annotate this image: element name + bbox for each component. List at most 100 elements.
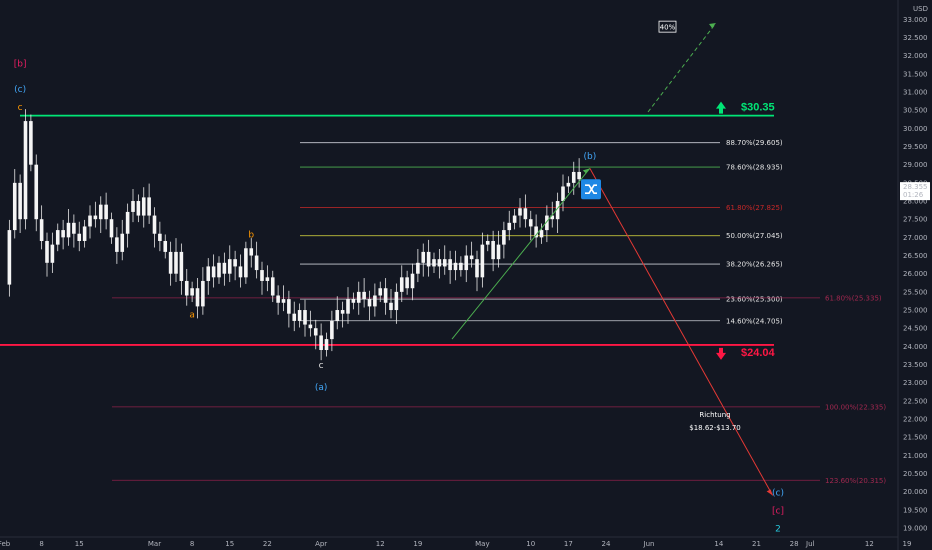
y-tick-label: 24.500 [903,325,928,333]
projection-down-line [589,168,774,496]
candle-body [281,299,286,303]
candle-body [201,280,205,307]
candle-body [131,201,135,212]
current-price-tag [900,182,930,201]
channel-line [451,168,591,340]
y-tick-label: 21.000 [903,452,928,460]
candle-body [45,240,49,263]
candle-body [34,164,39,220]
x-tick-label: 22 [263,540,272,548]
candle-body [432,259,436,267]
candle-body [464,255,469,271]
candle-body [491,240,495,260]
candle-body [227,259,232,274]
y-tick-label: 28.000 [903,198,928,206]
x-tick-label: Mar [148,540,161,548]
candle-body [389,302,393,311]
candle-body [518,208,522,216]
candle-body [77,233,82,241]
candle-body [399,277,404,292]
candle-body [459,262,463,271]
shuffle-icon-glyph [585,184,597,195]
candle-body [502,230,506,245]
candle-body [313,328,318,336]
y-tick-label: 25.000 [903,307,928,315]
y-tick-label: 30.500 [903,107,928,115]
candle-body [437,259,442,267]
candle-body [174,251,178,274]
wave-label: (b) [584,152,597,162]
wave-label: c [319,361,324,371]
candle-body [184,280,189,296]
candle-body [276,295,280,303]
support-label: $24.04 [741,347,776,359]
y-tick-label: 27.000 [903,234,928,242]
wave-label: b [248,230,254,240]
y-tick-label: 32.500 [903,34,928,42]
x-tick-label: 8 [190,540,194,548]
candle-body [152,215,157,234]
extension-level-label: 123.60%(20.315) [825,477,886,485]
y-tick-label: 31.500 [903,70,928,78]
y-tick-label: 32.000 [903,52,928,60]
candle-body [120,233,125,252]
candle-body [292,313,297,321]
fib-level-label: 23.60%(25.300) [726,296,783,304]
fib-level-label: 88.70%(29.605) [726,139,783,147]
candle-body [421,251,426,263]
candle-body [297,310,302,321]
candle-body [168,251,173,274]
extension-level-label: 61.80%(25.335) [825,294,882,302]
probability-box [658,20,677,33]
candle-body [383,288,388,303]
wave-label: (c) [14,85,26,95]
wave-label: [c] [772,507,784,517]
candle-body [82,226,87,241]
fib-level-label: 14.60%(24.705) [726,317,783,325]
candle-body [93,215,98,220]
candle-body [528,219,533,227]
candle-body [179,251,184,281]
candle-body [324,339,329,351]
candle-body [534,226,538,238]
candle-body [571,171,576,183]
candle-body [566,182,571,187]
candle-body [12,182,17,231]
projection-up-line [647,22,717,113]
annotations: [b] (c) c a b c (a) (b) (c) [c] 2 40% Richtung $18.62… [14,20,784,535]
y-tick-label: 29.000 [903,161,928,169]
candle-body [115,237,119,252]
x-tick-label: 10 [526,540,535,548]
candle-body [496,244,501,260]
candle-body [238,266,243,278]
target-title: Richtung [699,411,730,419]
candle-body [356,291,361,303]
candle-body [72,222,76,234]
x-tick-label: 15 [225,540,234,548]
candle-body [23,121,28,220]
candle-body [405,277,409,289]
x-tick-label: Jun [643,540,655,548]
candle-body [469,255,474,260]
candle-body [211,266,216,278]
candle-body [485,240,490,245]
x-tick-label: 19 [903,540,912,548]
candle-body [448,259,452,271]
candle-body [512,215,517,223]
x-tick-label: Feb [0,540,11,548]
candle-body [303,310,307,325]
x-tick-label: 14 [714,540,723,548]
probability-label: 40% [660,24,676,32]
x-tick-label: May [475,540,489,548]
candle-body [330,320,334,340]
candle-body [147,197,151,216]
candle-body [249,248,254,256]
candle-body [50,244,55,263]
x-tick-label: 12 [865,540,874,548]
candle-body [136,201,141,216]
y-tick-label: 20.500 [903,470,928,478]
candle-body [217,262,221,278]
current-price-value: 28.355 [903,183,928,191]
